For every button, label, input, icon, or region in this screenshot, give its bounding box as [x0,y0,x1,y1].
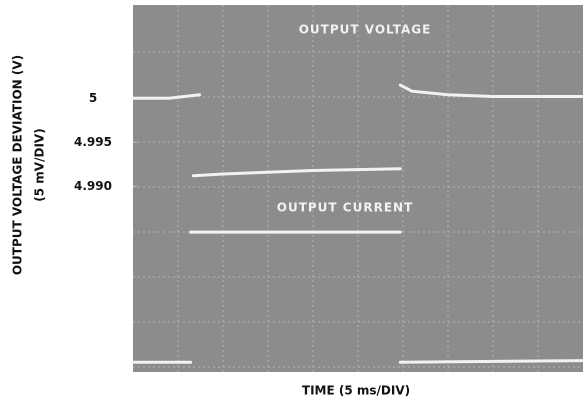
trace [131,83,583,178]
x-axis-label: TIME (5 ms/DIV) [302,384,410,398]
annotation: OUTPUT CURRENT [277,201,414,215]
annotation: OUTPUT VOLTAGE [299,23,432,37]
y-tick-label: 5 [89,91,97,105]
y-tick-label: 4.990 [74,179,112,193]
y-axis-label: OUTPUT VOLTAGE DEVIATION (V) [11,55,25,275]
y-tick-label: 4.995 [74,135,112,149]
y-axis-sublabel: (5 mV/DIV) [33,128,47,201]
trace [131,230,583,364]
